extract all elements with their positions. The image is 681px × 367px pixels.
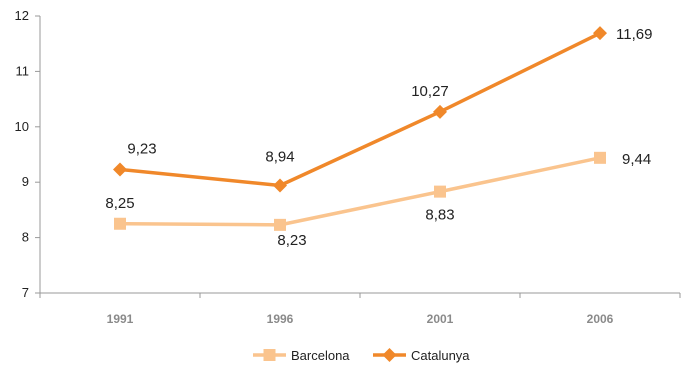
series-catalunya [113,26,607,193]
y-tick-label: 7 [22,285,29,300]
point-marker [274,218,286,231]
legend-label: Barcelona [291,348,350,363]
series-group [113,26,607,231]
point-marker [434,185,446,198]
point-marker [382,348,397,362]
data-label: 9,23 [127,140,156,157]
data-label: 11,69 [616,26,652,43]
data-label: 8,94 [265,149,294,166]
x-tick-label: 1996 [267,312,294,326]
data-label: 9,44 [622,151,651,168]
legend: Barcelona Catalunya [253,348,470,363]
y-tick-label: 12 [15,8,29,23]
legend-item-catalunya: Catalunya [373,348,470,363]
y-tick-label: 8 [22,230,29,245]
legend-item-barcelona: Barcelona [253,348,350,363]
point-marker [273,178,287,193]
series-barcelona [114,151,606,231]
data-label: 8,25 [105,195,134,212]
point-marker [594,151,606,164]
series-line [119,156,601,227]
data-label: 8,23 [277,232,306,249]
x-tick-label: 1991 [107,312,134,326]
y-tick-label: 11 [16,63,30,78]
point-marker [114,217,126,230]
y-tick-label: 9 [22,174,29,189]
series-line [119,31,601,188]
point-marker [433,104,447,119]
legend-label: Catalunya [411,348,470,363]
x-axis-ticks: 1991 1996 2001 2006 [39,293,681,326]
data-label: 10,27 [411,83,449,100]
x-tick-label: 2006 [587,312,614,326]
data-labels: 8,25 8,23 8,83 9,44 9,23 8,94 10,27 11,69 [105,26,652,249]
point-marker [263,349,276,361]
point-marker [593,26,607,41]
point-marker [113,162,127,177]
y-tick-label: 10 [15,119,29,134]
y-axis-ticks: 7 8 9 10 11 12 [15,8,40,300]
x-tick-label: 2001 [427,312,454,326]
data-label: 8,83 [425,207,454,224]
